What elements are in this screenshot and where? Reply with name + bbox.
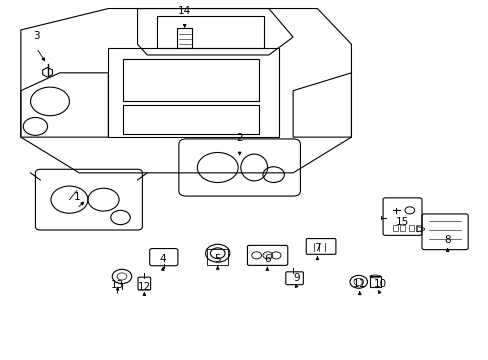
- Bar: [369, 276, 380, 287]
- Bar: [415, 225, 420, 231]
- Text: 4: 4: [159, 253, 166, 264]
- Text: 12: 12: [138, 282, 151, 292]
- Text: 9: 9: [293, 273, 300, 283]
- Text: 7: 7: [313, 243, 320, 253]
- Bar: [392, 225, 397, 231]
- Text: 3: 3: [33, 31, 40, 41]
- Text: 13: 13: [110, 280, 123, 290]
- Text: 14: 14: [178, 6, 191, 17]
- Text: 11: 11: [352, 279, 366, 289]
- Bar: [157, 16, 264, 48]
- Text: 15: 15: [395, 217, 408, 227]
- Text: 8: 8: [444, 235, 450, 245]
- Text: 1: 1: [73, 192, 80, 202]
- Bar: [122, 59, 259, 102]
- Text: 6: 6: [264, 253, 270, 264]
- Text: 2: 2: [236, 133, 243, 143]
- Bar: [177, 28, 192, 48]
- Bar: [122, 105, 259, 134]
- Bar: [408, 225, 413, 231]
- Text: 10: 10: [373, 279, 386, 289]
- Bar: [399, 225, 404, 231]
- Text: 5: 5: [214, 253, 221, 264]
- Bar: [108, 48, 278, 137]
